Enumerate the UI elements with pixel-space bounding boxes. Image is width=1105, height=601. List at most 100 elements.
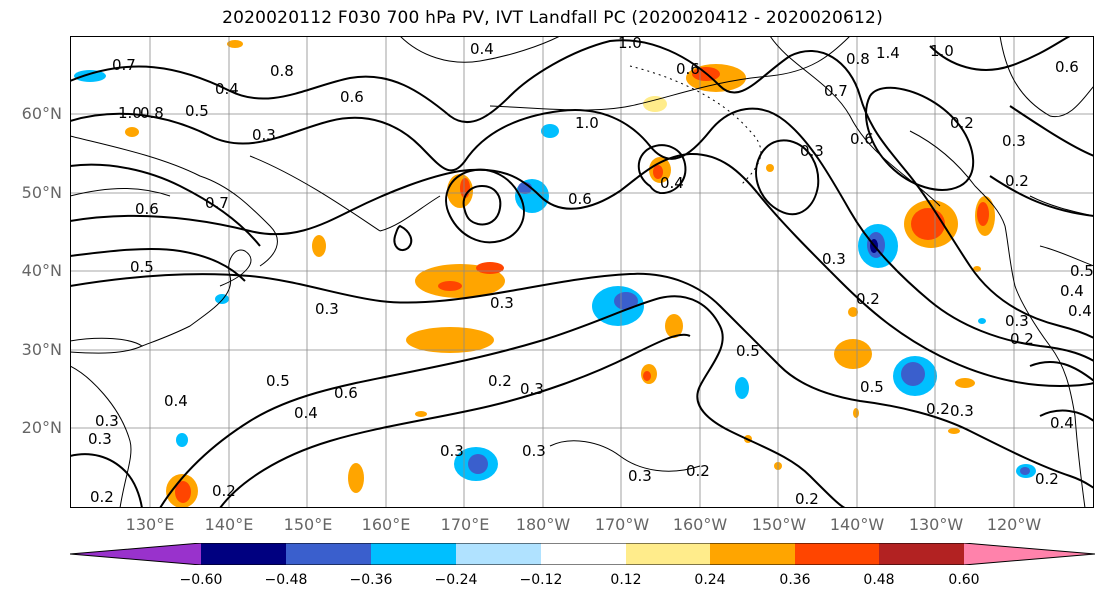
colorbar-tick-5: 0.12 xyxy=(610,572,642,588)
svg-text:0.6: 0.6 xyxy=(850,130,874,148)
colorbar-seg-7 xyxy=(710,543,795,565)
lon-label-170w: 170°W xyxy=(594,515,650,534)
map-background xyxy=(70,36,1094,508)
lon-label-140w: 140°W xyxy=(829,515,885,534)
chart-title: 2020020112 F030 700 hPa PV, IVT Landfall… xyxy=(222,8,883,28)
svg-text:0.6: 0.6 xyxy=(568,190,592,208)
svg-text:0.2: 0.2 xyxy=(90,488,114,506)
svg-text:0.5: 0.5 xyxy=(130,258,154,276)
colorbar-seg-4 xyxy=(456,543,541,565)
svg-text:0.5: 0.5 xyxy=(736,342,760,360)
svg-text:0.8: 0.8 xyxy=(140,104,164,122)
thin-contours xyxy=(70,36,941,472)
svg-text:0.3: 0.3 xyxy=(252,126,276,144)
svg-text:0.8: 0.8 xyxy=(846,50,870,68)
colorbar-tick-4: −0.12 xyxy=(519,572,563,588)
colorbar-seg-0 xyxy=(70,543,201,565)
svg-text:0.7: 0.7 xyxy=(112,56,136,74)
svg-text:0.3: 0.3 xyxy=(628,467,652,485)
colorbar-seg-9 xyxy=(879,543,964,565)
svg-text:0.3: 0.3 xyxy=(1005,312,1029,330)
colorbar-seg-8 xyxy=(795,543,879,565)
lon-label-170e: 170°E xyxy=(440,515,490,534)
svg-text:0.3: 0.3 xyxy=(800,142,824,160)
svg-text:0.2: 0.2 xyxy=(1005,172,1029,190)
svg-text:0.4: 0.4 xyxy=(164,392,188,410)
colorbar-tick-7: 0.36 xyxy=(779,572,811,588)
colorbar-seg-3 xyxy=(371,543,456,565)
svg-text:0.5: 0.5 xyxy=(185,102,209,120)
lon-label-130e: 130°E xyxy=(125,515,175,534)
svg-text:0.3: 0.3 xyxy=(1002,132,1026,150)
colorbar-seg-6 xyxy=(626,543,710,565)
svg-text:1.0: 1.0 xyxy=(575,114,599,132)
svg-text:1.4: 1.4 xyxy=(876,44,900,62)
lon-label-140e: 140°E xyxy=(204,515,254,534)
lat-label-40: 40°N xyxy=(21,261,62,280)
svg-text:0.6: 0.6 xyxy=(1055,58,1079,76)
svg-text:0.3: 0.3 xyxy=(520,380,544,398)
svg-text:0.4: 0.4 xyxy=(294,404,318,422)
lon-label-150w: 150°W xyxy=(751,515,807,534)
svg-text:0.3: 0.3 xyxy=(315,300,339,318)
lon-label-160w: 160°W xyxy=(672,515,728,534)
lon-label-180w: 180°W xyxy=(515,515,571,534)
svg-text:0.4: 0.4 xyxy=(1050,414,1074,432)
svg-text:0.4: 0.4 xyxy=(1068,302,1092,320)
colorbar-tick-0: −0.60 xyxy=(179,572,223,588)
colorbar-seg-1 xyxy=(201,543,286,565)
svg-text:0.2: 0.2 xyxy=(795,490,819,508)
svg-text:0.3: 0.3 xyxy=(490,294,514,312)
coastlines xyxy=(70,36,1094,508)
svg-text:0.4: 0.4 xyxy=(1060,282,1084,300)
svg-text:0.5: 0.5 xyxy=(860,378,884,396)
lat-label-50: 50°N xyxy=(21,183,62,202)
svg-text:0.3: 0.3 xyxy=(88,430,112,448)
lat-label-60: 60°N xyxy=(21,104,62,123)
svg-text:0.4: 0.4 xyxy=(470,40,494,58)
lon-label-120w: 120°W xyxy=(986,515,1042,534)
lon-label-150e: 150°E xyxy=(283,515,333,534)
svg-text:0.5: 0.5 xyxy=(266,372,290,390)
colorbar xyxy=(70,543,1095,565)
svg-text:0.2: 0.2 xyxy=(1035,470,1059,488)
shading-layer xyxy=(74,40,1036,508)
svg-text:0.4: 0.4 xyxy=(660,174,684,192)
lat-label-30: 30°N xyxy=(21,340,62,359)
svg-text:0.3: 0.3 xyxy=(522,442,546,460)
svg-text:1.0: 1.0 xyxy=(618,36,642,52)
contour-lines xyxy=(70,36,1094,508)
svg-text:0.2: 0.2 xyxy=(950,114,974,132)
contour-labels: 0.7 0.8 0.4 0.6 0.5 0.3 1.0 0.8 0.7 0.6 … xyxy=(88,36,1094,508)
svg-text:0.6: 0.6 xyxy=(334,384,358,402)
svg-text:0.4: 0.4 xyxy=(215,80,239,98)
colorbar-tick-1: −0.48 xyxy=(264,572,308,588)
colorbar-seg-2 xyxy=(286,543,371,565)
svg-text:0.7: 0.7 xyxy=(824,82,848,100)
lon-label-160e: 160°E xyxy=(361,515,411,534)
svg-text:0.3: 0.3 xyxy=(440,442,464,460)
svg-text:0.7: 0.7 xyxy=(205,194,229,212)
svg-text:0.8: 0.8 xyxy=(270,62,294,80)
svg-text:0.5: 0.5 xyxy=(1070,262,1094,280)
svg-text:0.2: 0.2 xyxy=(488,372,512,390)
colorbar-tick-9: 0.60 xyxy=(948,572,980,588)
svg-text:0.3: 0.3 xyxy=(95,412,119,430)
colorbar-tick-8: 0.48 xyxy=(863,572,895,588)
svg-text:0.6: 0.6 xyxy=(676,60,700,78)
svg-text:0.6: 0.6 xyxy=(340,88,364,106)
colorbar-seg-10 xyxy=(964,543,1095,565)
map-panel: 0.7 0.8 0.4 0.6 0.5 0.3 1.0 0.8 0.7 0.6 … xyxy=(70,36,1094,508)
map-frame xyxy=(70,36,1094,508)
svg-text:0.2: 0.2 xyxy=(856,290,880,308)
colorbar-tick-6: 0.24 xyxy=(694,572,726,588)
svg-text:0.2: 0.2 xyxy=(926,400,950,418)
lat-label-20: 20°N xyxy=(21,418,62,437)
svg-text:1.0: 1.0 xyxy=(118,104,142,122)
svg-text:0.3: 0.3 xyxy=(822,250,846,268)
colorbar-tick-3: −0.24 xyxy=(434,572,478,588)
svg-text:0.3: 0.3 xyxy=(950,402,974,420)
svg-text:0.2: 0.2 xyxy=(1010,330,1034,348)
lon-label-130w: 130°W xyxy=(908,515,964,534)
svg-text:0.2: 0.2 xyxy=(686,462,710,480)
